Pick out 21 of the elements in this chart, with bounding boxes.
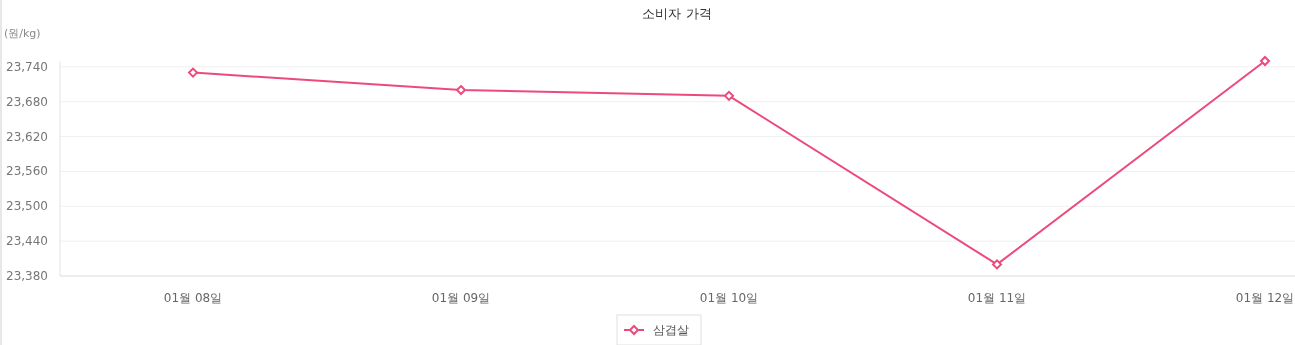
x-tick-label: 01월 12일	[1235, 291, 1295, 305]
x-tick-label: 01월 09일	[431, 291, 491, 305]
y-tick-label: 23,560	[6, 164, 48, 179]
point	[456, 85, 466, 96]
point	[724, 90, 734, 101]
y-tick-label: 23,380	[6, 269, 48, 283]
y-tick-label: 23,620	[6, 129, 48, 144]
legend-label: 삼겹살	[653, 323, 689, 337]
y-tick-label: 23,440	[6, 234, 48, 249]
x-tick-label: 01월 08일	[163, 291, 223, 305]
chart-title: 소비자 가격	[642, 6, 712, 21]
x-tick-label: 01월 11일	[967, 291, 1027, 305]
y-tick-label: 23,500	[6, 199, 48, 214]
y-axis-title: (원/kg)	[4, 27, 41, 40]
point	[1260, 56, 1270, 66]
legend: 삼겹살	[616, 314, 702, 345]
point	[188, 67, 198, 78]
x-tick-label: 01월 10일	[699, 291, 759, 305]
point	[992, 259, 1002, 270]
y-tick-label: 23,740	[6, 59, 48, 74]
y-tick-label: 23,680	[6, 94, 48, 109]
